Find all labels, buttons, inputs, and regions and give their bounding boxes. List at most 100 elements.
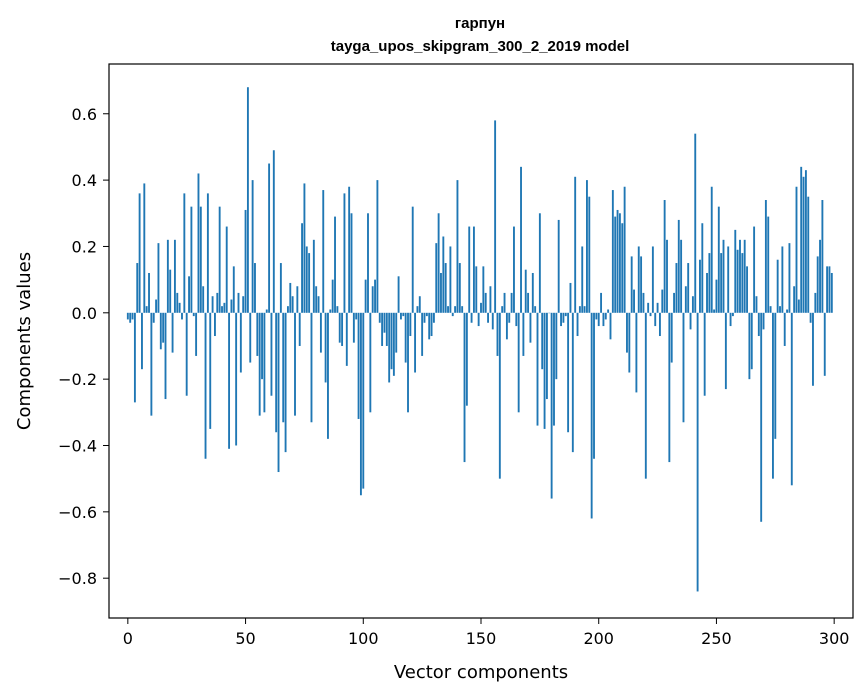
bar-11 bbox=[152, 312, 155, 323]
bar-8 bbox=[145, 306, 148, 313]
bar-70 bbox=[291, 296, 294, 313]
bar-229 bbox=[666, 239, 668, 313]
bar-257 bbox=[731, 312, 734, 317]
bar-246 bbox=[706, 272, 708, 313]
x-axis-ticks: 0 50 100 150 200 250 300 bbox=[123, 618, 849, 648]
bar-212 bbox=[626, 312, 628, 353]
bar-261 bbox=[741, 253, 744, 313]
bar-231 bbox=[670, 312, 673, 363]
bar-255 bbox=[727, 246, 730, 313]
bar-43 bbox=[228, 312, 231, 449]
bar-260 bbox=[739, 239, 741, 313]
bar-127 bbox=[425, 312, 428, 317]
bar-67 bbox=[284, 312, 287, 453]
bar-149 bbox=[477, 312, 480, 327]
bar-266 bbox=[753, 226, 756, 313]
chart-subtitle: tayga_upos_skipgram_300_2_2019 model bbox=[331, 38, 630, 55]
bar-296 bbox=[823, 312, 826, 376]
bar-45 bbox=[232, 266, 235, 313]
bar-256 bbox=[729, 312, 732, 327]
bar-140 bbox=[456, 180, 459, 313]
x-tick-label: 50 bbox=[235, 629, 255, 648]
x-tick-label: 150 bbox=[466, 629, 497, 648]
bar-276 bbox=[776, 259, 779, 313]
bar-279 bbox=[783, 312, 786, 346]
bar-24 bbox=[183, 193, 186, 313]
bar-194 bbox=[583, 306, 586, 313]
bar-28 bbox=[192, 312, 195, 317]
bar-211 bbox=[623, 186, 626, 313]
bar-247 bbox=[708, 253, 711, 313]
bar-78 bbox=[310, 312, 313, 423]
bar-214 bbox=[630, 256, 633, 313]
bar-264 bbox=[748, 312, 751, 380]
bar-58 bbox=[263, 312, 266, 413]
bar-2 bbox=[131, 312, 134, 320]
plot-frame bbox=[108, 63, 854, 619]
bar-230 bbox=[668, 312, 671, 463]
bar-204 bbox=[607, 309, 610, 313]
bar-21 bbox=[176, 292, 179, 313]
bar-108 bbox=[381, 312, 384, 346]
bar-172 bbox=[531, 272, 534, 313]
bar-107 bbox=[378, 312, 381, 323]
bar-98 bbox=[357, 312, 360, 419]
bar-205 bbox=[609, 312, 612, 340]
bar-37 bbox=[214, 312, 216, 337]
bar-60 bbox=[268, 163, 271, 313]
bar-17 bbox=[166, 239, 169, 313]
bar-117 bbox=[402, 312, 405, 317]
bar-12 bbox=[155, 299, 158, 313]
bar-148 bbox=[475, 266, 478, 313]
bar-136 bbox=[447, 306, 449, 313]
bar-3 bbox=[133, 312, 136, 403]
bar-294 bbox=[819, 239, 821, 313]
x-tick-label: 250 bbox=[701, 629, 732, 648]
bar-122 bbox=[414, 312, 417, 373]
x-tick-label: 0 bbox=[123, 629, 133, 648]
bar-79 bbox=[312, 239, 315, 313]
bar-95 bbox=[350, 213, 353, 313]
bar-178 bbox=[545, 312, 548, 400]
bar-47 bbox=[237, 292, 240, 313]
x-tick-label: 100 bbox=[348, 629, 379, 648]
bar-242 bbox=[696, 312, 699, 592]
bar-94 bbox=[348, 186, 351, 313]
bar-187 bbox=[567, 312, 570, 433]
bar-13 bbox=[157, 243, 160, 313]
bar-109 bbox=[383, 312, 386, 333]
bar-116 bbox=[400, 312, 402, 320]
bar-191 bbox=[576, 312, 579, 337]
bar-129 bbox=[430, 312, 433, 337]
bar-265 bbox=[750, 312, 753, 370]
bar-29 bbox=[195, 312, 198, 356]
bar-292 bbox=[814, 292, 817, 313]
bar-100 bbox=[362, 312, 365, 489]
bar-87 bbox=[331, 279, 334, 313]
bar-285 bbox=[797, 299, 800, 313]
bar-99 bbox=[359, 312, 362, 496]
bar-223 bbox=[651, 246, 654, 313]
bar-282 bbox=[790, 312, 793, 486]
bar-48 bbox=[239, 312, 242, 373]
bar-198 bbox=[593, 312, 595, 459]
bar-289 bbox=[807, 196, 810, 313]
bar-239 bbox=[689, 312, 692, 330]
bar-74 bbox=[301, 223, 303, 313]
bar-235 bbox=[680, 239, 683, 313]
bar-248 bbox=[710, 186, 713, 313]
bar-275 bbox=[774, 312, 777, 439]
bar-86 bbox=[329, 309, 332, 313]
bar-49 bbox=[242, 296, 245, 313]
bar-222 bbox=[649, 312, 652, 317]
bar-97 bbox=[355, 312, 358, 320]
bar-56 bbox=[258, 312, 261, 416]
y-axis-label: Components values bbox=[14, 252, 35, 430]
bars-group bbox=[126, 87, 833, 592]
bar-225 bbox=[656, 302, 659, 313]
bar-164 bbox=[513, 226, 515, 313]
bar-80 bbox=[315, 286, 318, 313]
bar-184 bbox=[560, 312, 562, 327]
